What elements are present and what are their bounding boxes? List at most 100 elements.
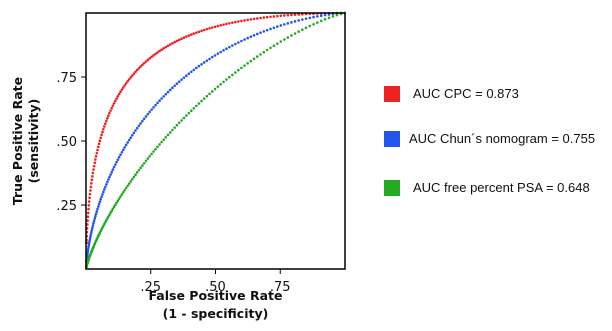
roc-point-series-0 [255,17,259,20]
roc-point-series-1 [126,141,129,144]
roc-point-series-0 [123,84,126,87]
roc-point-series-0 [126,80,129,83]
roc-point-series-2 [213,87,217,91]
roc-point-series-0 [102,127,105,131]
roc-point-series-0 [283,14,286,17]
roc-point-series-2 [323,18,327,21]
roc-point-series-0 [175,39,179,43]
roc-point-series-1 [117,155,121,159]
roc-point-series-1 [262,30,266,33]
roc-point-series-2 [202,97,206,100]
roc-point-series-0 [187,34,191,37]
roc-point-series-1 [249,35,253,38]
roc-point-series-1 [123,146,126,149]
roc-point-series-1 [91,226,94,230]
roc-point-series-1 [94,214,97,218]
roc-point-series-1 [142,117,146,121]
roc-point-series-0 [86,211,90,215]
roc-point-series-1 [148,110,151,114]
roc-point-series-2 [150,152,153,156]
roc-point-series-2 [180,119,183,122]
roc-point-series-2 [240,66,243,70]
roc-point-series-2 [187,111,191,115]
roc-point-series-1 [134,129,137,132]
roc-point-series-2 [173,126,176,129]
roc-point-series-0 [210,26,214,29]
roc-point-series-2 [160,140,163,144]
roc-point-series-0 [87,200,91,203]
roc-point-series-1 [93,217,97,220]
roc-point-series-0 [234,20,237,24]
roc-point-series-2 [286,36,290,39]
roc-point-series-0 [182,36,186,39]
roc-point-series-1 [94,212,98,216]
roc-point-series-1 [290,21,293,24]
roc-point-series-1 [197,64,201,68]
roc-point-series-0 [117,92,121,96]
roc-point-series-1 [105,183,108,186]
roc-point-series-0 [109,109,112,112]
roc-point-series-0 [142,61,146,65]
x-tick-label: .75 [270,280,291,295]
roc-point-series-2 [243,64,246,67]
roc-point-series-2 [139,166,142,170]
roc-point-series-1 [259,31,262,34]
roc-point-series-1 [139,122,142,125]
roc-point-series-1 [144,115,148,118]
roc-point-series-0 [98,139,102,143]
roc-point-series-1 [88,239,91,243]
roc-point-series-1 [182,76,186,79]
roc-point-series-2 [154,147,157,151]
roc-point-series-2 [129,180,133,183]
roc-point-series-0 [132,72,136,75]
roc-point-series-0 [141,63,144,67]
roc-point-series-0 [108,111,111,115]
roc-point-series-1 [154,103,157,107]
roc-point-series-0 [95,151,99,155]
roc-point-series-0 [228,22,231,25]
roc-point-series-0 [148,57,151,60]
roc-point-series-0 [96,148,99,152]
roc-point-series-0 [150,55,153,59]
roc-point-series-0 [259,16,262,20]
roc-point-series-1 [108,175,111,179]
roc-point-series-0 [208,27,211,30]
roc-point-series-2 [308,24,312,28]
x-axis-title-line2: (1 - specificity) [163,306,269,321]
roc-point-series-2 [228,75,231,79]
roc-point-series-0 [91,175,94,178]
roc-point-series-0 [293,13,297,16]
roc-point-series-2 [331,15,335,18]
roc-point-series-0 [110,106,114,110]
roc-point-series-0 [112,101,116,105]
roc-point-series-0 [89,185,93,189]
roc-point-series-0 [265,15,269,19]
roc-point-series-0 [93,161,97,165]
y-axis: .25 .50 .75 [56,71,86,214]
roc-point-series-0 [166,44,170,48]
roc-point-series-1 [104,185,107,189]
roc-point-series-0 [152,54,155,57]
roc-point-series-2 [208,92,211,96]
roc-point-series-1 [240,39,243,43]
roc-point-series-1 [110,170,114,174]
roc-point-series-1 [276,25,279,28]
roc-point-series-1 [132,131,136,135]
y-tick-label: .25 [56,199,77,214]
roc-point-series-1 [195,66,198,70]
y-tick-label: .75 [56,71,77,86]
legend: AUC CPC = 0.873 AUC Chun´s nomogram = 0.… [384,86,595,196]
roc-point-series-0 [158,49,161,53]
roc-point-series-1 [87,245,90,249]
roc-point-series-0 [89,189,92,192]
roc-point-series-1 [279,24,283,27]
roc-point-series-1 [99,198,102,201]
roc-point-series-2 [109,211,112,215]
roc-point-series-2 [237,68,240,72]
roc-point-series-2 [293,32,297,35]
roc-point-series-0 [116,94,120,98]
roc-point-series-2 [279,40,283,43]
legend-label-chun: AUC Chun´s nomogram = 0.755 [409,131,595,146]
y-axis-title-line1: True Positive Rate [10,77,25,205]
